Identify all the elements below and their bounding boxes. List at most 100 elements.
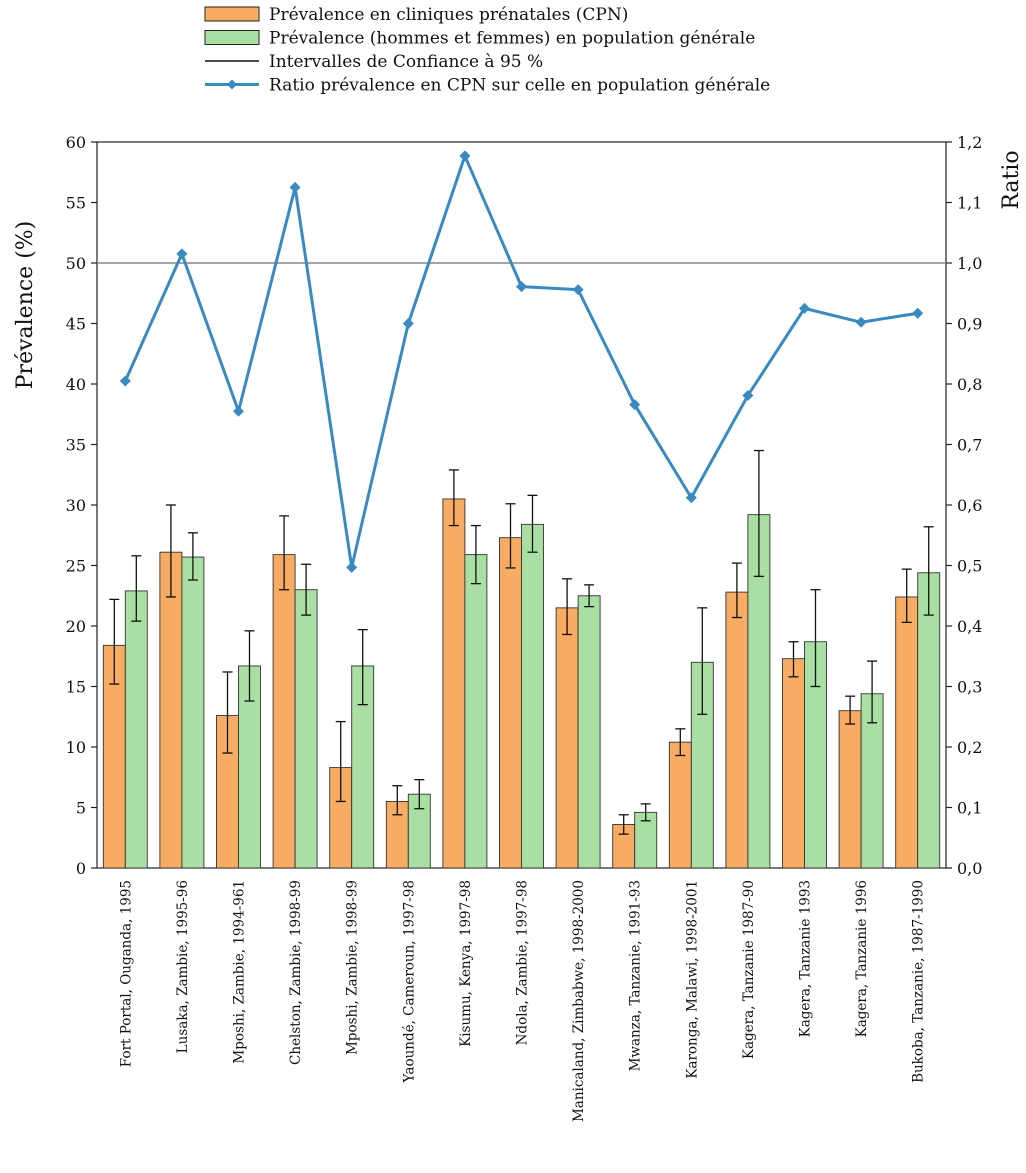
error-bar-cpn-10 [618,814,629,835]
bar-cpn-15 [895,596,919,869]
ratio-point-11 [685,492,697,504]
category-label-8: Ndola, Zambie, 1997-98 [515,880,531,1045]
y2-tick-label: 0,7 [957,436,982,455]
y2-tick-label: 0,3 [957,678,982,697]
y-tick-label: 10 [66,738,86,757]
error-bar-cpn-15 [901,568,912,624]
error-bar-cpn-7 [448,469,459,527]
legend-swatch-2 [204,30,260,45]
ratio-point-8 [516,281,527,293]
bar-cpn-7 [442,498,466,869]
y2-tick-label: 0,9 [957,315,982,334]
y-tick-label: 20 [66,617,86,636]
error-bar-cpn-3 [222,671,233,754]
y-tick-label: 0 [76,859,86,878]
category-label-13: Kagera, Tanzanie 1993 [798,880,814,1037]
category-label-14: Kagera, Tanzanie 1996 [854,880,870,1037]
error-bar-population-1 [131,555,142,622]
y-axis-title: Prévalence (%) [13,221,38,390]
y-tick-label: 25 [66,557,86,576]
error-bar-population-6 [414,779,425,810]
bar-population-8 [521,523,544,869]
y2-tick-label: 0,1 [957,799,982,818]
ratio-point-10 [629,399,641,411]
ratio-point-3 [233,405,244,417]
error-bar-population-11 [697,607,708,715]
error-bar-population-4 [301,563,312,616]
error-bar-cpn-8 [505,503,516,569]
y-tick-label: 30 [66,496,86,515]
bar-cpn-13 [782,658,805,869]
ratio-point-13 [799,302,810,314]
y2-tick-label: 1,2 [957,133,982,152]
y-tick-label: 5 [76,799,86,818]
error-bar-population-15 [923,526,934,616]
y-tick-label: 35 [66,436,86,455]
error-bar-population-13 [810,589,821,688]
bar-population-15 [917,572,941,869]
y2-tick-label: 0,6 [957,496,982,515]
bar-cpn-2 [159,551,183,869]
error-bar-population-3 [244,630,255,702]
y2-tick-label: 1,1 [957,194,982,213]
y2-axis-title: Ratio [999,150,1024,209]
y-tick-label: 15 [66,678,86,697]
category-label-3: Mposhi, Zambie, 1994-961 [232,880,248,1064]
error-bar-cpn-9 [562,578,573,636]
error-bars [109,449,934,835]
error-bar-population-7 [470,524,481,585]
bar-population-7 [464,554,488,869]
category-label-11: Karonga, Malawi, 1998-2001 [684,880,700,1079]
y2-tick-label: 1,0 [957,254,982,273]
category-label-15: Bukoba, Tanzanie, 1987-1990 [911,880,927,1083]
category-label-12: Kagera, Tanzanie 1987-90 [741,880,757,1059]
error-bar-population-5 [357,628,368,706]
error-bar-cpn-6 [392,785,403,816]
error-bar-cpn-13 [788,641,799,678]
ratio-point-7 [459,150,471,162]
y-tick-label: 55 [66,194,86,213]
ratio-point-6 [402,318,414,329]
error-bar-population-9 [584,584,595,608]
error-bar-population-8 [527,494,538,553]
bar-population-2 [181,556,205,869]
legend-label-2: Prévalence (hommes et femmes) en populat… [269,29,755,49]
category-label-1: Fort Portal, Ouganda, 1995 [118,880,134,1067]
category-label-7: Kisumu, Kenya, 1997-98 [458,880,474,1047]
ratio-series-line [123,154,918,569]
bar-population-4 [294,589,318,869]
error-bar-population-2 [187,532,198,581]
error-bar-cpn-14 [845,695,856,725]
ratio-point-14 [855,316,867,328]
bar-cpn-8 [499,537,522,869]
legend-label-3: Intervalles de Confiance à 95 % [269,52,543,72]
error-bar-population-14 [867,660,878,724]
legend-swatch-1 [204,6,260,22]
y-tick-label: 50 [66,254,86,273]
y2-tick-label: 0,8 [957,375,982,394]
bar-cpn-14 [838,710,862,869]
ratio-line [119,150,924,573]
y2-tick-label: 0,4 [957,617,982,636]
bar-cpn-11 [668,741,692,869]
y-tick-label: 45 [66,315,86,334]
y2-tick-label: 0,2 [957,738,982,757]
error-bar-cpn-5 [335,720,346,803]
legend-label-1: Prévalence en cliniques prénatales (CPN) [269,5,628,25]
bar-cpn-4 [272,554,296,869]
y-tick-label: 40 [66,375,86,394]
y-tick-label: 60 [66,133,86,152]
ratio-point-4 [289,181,301,193]
ratio-point-5 [346,561,358,573]
bars [102,498,941,869]
bar-population-1 [124,590,148,869]
category-label-9: Manicaland, Zimbabwe, 1998-2000 [571,880,587,1122]
category-label-5: Mposhi, Zambie, 1998-99 [345,880,361,1055]
error-bar-population-12 [753,449,764,578]
error-bar-cpn-12 [731,562,742,619]
ratio-point-2 [176,248,188,260]
ratio-point-15 [912,307,924,319]
ratio-point-9 [572,284,584,296]
ratio-point-12 [742,389,754,401]
category-label-6: Yaoundé, Cameroun, 1997-98 [401,880,417,1083]
